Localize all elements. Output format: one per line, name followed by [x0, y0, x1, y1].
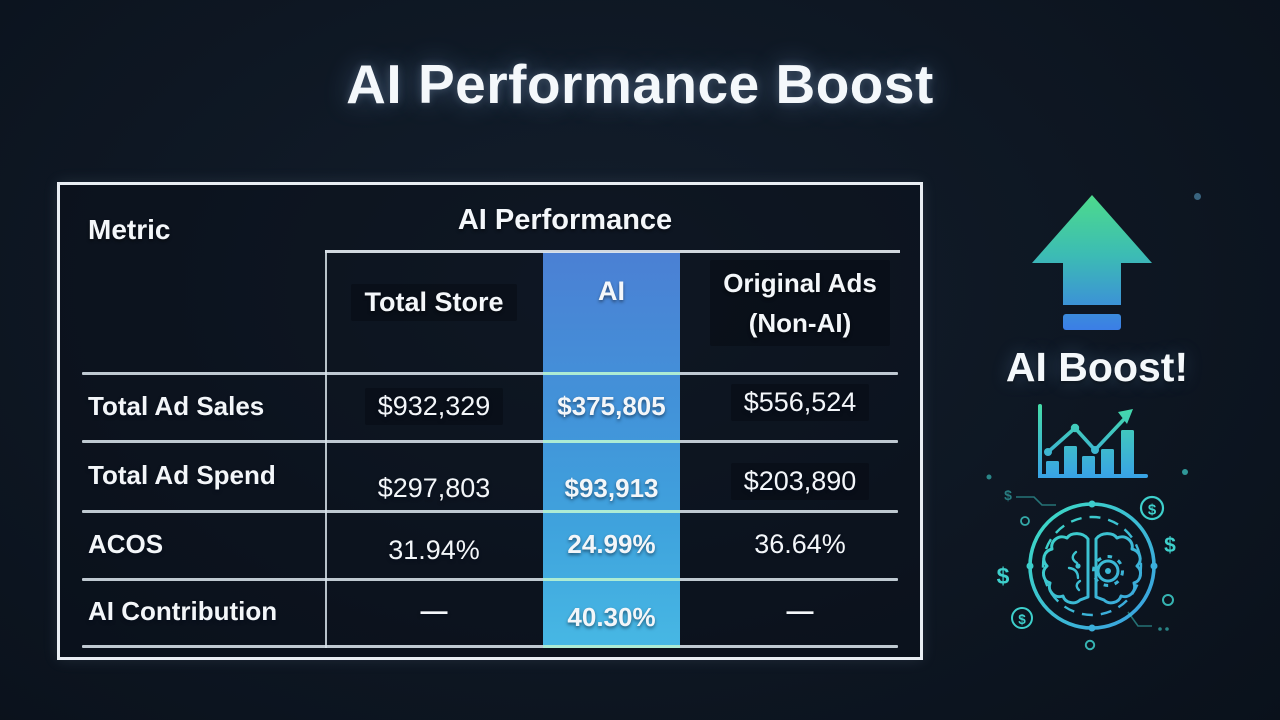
column-header-total-store: Total Store	[325, 270, 543, 334]
row-divider-highlight	[543, 645, 680, 648]
brain-left-lobe	[1041, 532, 1090, 605]
value-ai: $375,805	[557, 390, 666, 421]
ai-finance-illustration: $ $ $ $ $	[986, 404, 1188, 651]
decor-dot	[986, 474, 992, 480]
value-ai: 24.99%	[567, 528, 656, 559]
decor-dot	[1158, 627, 1162, 631]
dollar-sign: $	[1164, 534, 1176, 557]
dollar-sign: $	[997, 563, 1010, 589]
decor-dot	[1182, 469, 1188, 475]
row-divider-highlight	[543, 510, 680, 513]
table-row: Total Ad Spend $297,803 $93,913 $203,890	[60, 440, 920, 510]
ai-boost-label: AI Boost!	[1005, 344, 1189, 390]
dollar-decorations: $ $ $ $ $	[986, 469, 1188, 651]
row-divider-highlight	[543, 372, 680, 375]
coin-cardinal-dots	[1026, 500, 1158, 632]
circuit-trace	[1127, 611, 1152, 627]
decor-ring	[1162, 594, 1174, 606]
value-original: $556,524	[680, 368, 920, 436]
row-divider	[82, 510, 898, 513]
metric-label: Total Ad Sales	[88, 390, 265, 421]
arrow-base-bar	[1063, 314, 1121, 330]
table-row: AI Contribution — 40.30% —	[60, 578, 920, 645]
page-title: AI Performance Boost	[346, 53, 934, 115]
ai-highlight-column	[543, 252, 680, 648]
row-divider	[82, 578, 898, 581]
metric-label: ACOS	[88, 528, 164, 559]
dollar-sign: $	[1018, 612, 1026, 627]
decor-dot	[1194, 193, 1201, 200]
decor-ring	[1084, 639, 1096, 651]
value-ai: 40.30%	[567, 602, 656, 632]
circuit-trace	[1016, 496, 1056, 506]
value-original: —	[786, 596, 814, 626]
row-divider	[82, 440, 898, 443]
row-divider-highlight	[543, 440, 680, 443]
dollar-circle-icon	[1139, 495, 1165, 521]
group-header-ai-performance: AI Performance	[457, 204, 673, 236]
arrow-head	[1032, 195, 1152, 263]
row-divider-highlight	[543, 578, 680, 581]
gear-icon	[1092, 555, 1124, 587]
arrow-shaft	[1063, 262, 1121, 305]
dollar-sign: $	[1004, 487, 1012, 503]
metric-label: AI Contribution	[88, 596, 278, 626]
subtable-top-border	[325, 250, 900, 253]
value-total-store: 31.94%	[388, 534, 480, 565]
up-arrow-icon	[1032, 195, 1152, 330]
dollar-sign: $	[1148, 502, 1157, 519]
decor-dot	[1165, 627, 1169, 631]
value-total-store: $932,329	[325, 372, 543, 440]
metric-column-header: Metric	[88, 214, 171, 245]
value-ai: $93,913	[564, 472, 659, 503]
table-row: Total Ad Sales $932,329 $375,805 $556,52…	[60, 372, 920, 440]
metric-column-divider	[325, 250, 327, 648]
dollar-circle-icon	[1011, 607, 1033, 629]
value-original: $203,890	[680, 446, 920, 516]
ai-brain-coin-icon	[1026, 500, 1158, 632]
growth-chart-icon	[1038, 404, 1148, 478]
metrics-table: Metric AI Performance Total Store AI Ori…	[57, 182, 923, 660]
value-total-store: —	[420, 596, 448, 626]
value-total-store: $297,803	[377, 472, 491, 503]
trend-arrowhead	[1118, 409, 1133, 424]
metric-label: Total Ad Spend	[88, 459, 276, 490]
decor-ring	[1020, 516, 1030, 526]
brain-right-lobe	[1094, 532, 1143, 605]
column-header-ai: AI	[598, 275, 625, 306]
column-header-original-ads: Original Ads (Non-AI)	[680, 260, 920, 346]
value-original: 36.64%	[754, 528, 846, 559]
row-divider	[82, 372, 898, 375]
row-divider	[82, 645, 898, 648]
table-row: ACOS 31.94% 24.99% 36.64%	[60, 510, 920, 578]
